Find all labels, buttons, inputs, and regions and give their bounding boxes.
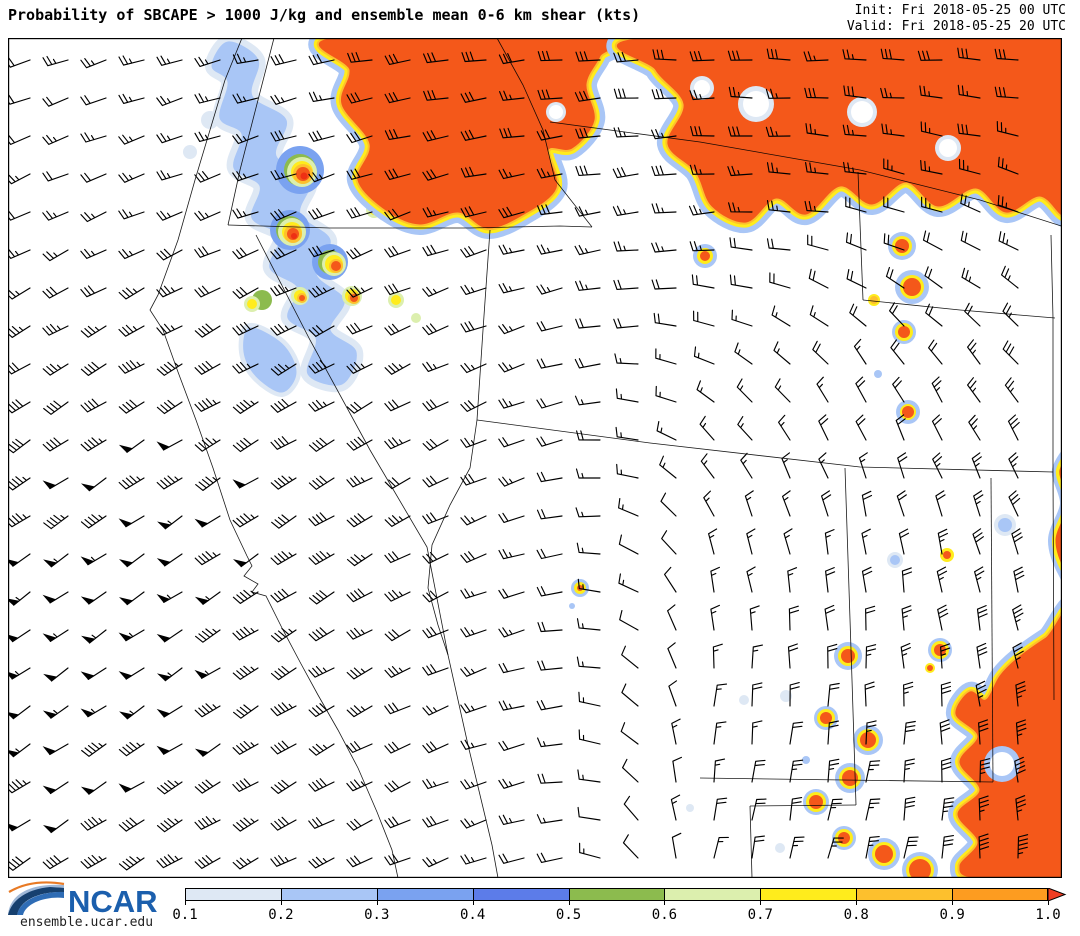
logo-swoosh-fill: [8, 887, 64, 915]
colorbar-tick: [1048, 901, 1049, 905]
colorbar-tick: [856, 901, 858, 905]
colorbar-tick-label: 0.4: [460, 907, 486, 923]
colorbar-segment: [376, 888, 473, 901]
site-url: ensemble.ucar.edu: [20, 915, 154, 930]
ncar-logo: NCAR: [8, 881, 158, 919]
page-title: Probability of SBCAPE > 1000 J/kg and en…: [8, 6, 641, 24]
colorbar-overflow-arrow: [1048, 888, 1067, 901]
colorbar-segment: [568, 888, 665, 901]
colorbar-tick-label: 0.2: [268, 907, 294, 923]
init-time-label: Init: Fri 2018-05-25 00 UTC: [854, 3, 1066, 18]
map-canvas: [4, 13, 1080, 908]
colorbar-segment: [952, 888, 1048, 901]
colorbar-tick: [952, 901, 954, 905]
colorbar-segment: [185, 888, 281, 901]
colorbar-tick: [280, 901, 282, 905]
probability-shear-map: [4, 13, 1080, 908]
logo-swoosh-mid: [17, 891, 64, 915]
colorbar-tick-label: 0.9: [939, 907, 965, 923]
colorbar-tick-label: 1.0: [1035, 907, 1061, 923]
colorbar-tick: [664, 901, 666, 905]
colorbar-tick-label: 0.5: [555, 907, 582, 923]
colorbar-tick: [472, 901, 474, 905]
colorbar-segment: [760, 888, 857, 901]
logo-brand-text: NCAR: [68, 884, 158, 919]
colorbar-segment: [856, 888, 953, 901]
logo-orange-arc: [8, 881, 65, 893]
valid-time-label: Valid: Fri 2018-05-25 20 UTC: [846, 19, 1066, 34]
colorbar-segment: [664, 888, 761, 901]
colorbar-segment: [280, 888, 377, 901]
colorbar-tick: [185, 901, 186, 905]
wind-barbs: [4, 47, 1029, 871]
colorbar-tick-label: 0.3: [364, 907, 390, 923]
colorbar-tick-label: 0.1: [172, 907, 198, 923]
colorbar-tick: [568, 901, 570, 905]
colorbar-segment: [472, 888, 569, 901]
map-border: [8, 37, 1063, 878]
colorbar-tick-label: 0.6: [651, 907, 678, 923]
colorbar-tick: [376, 901, 378, 905]
colorbar-tick-label: 0.7: [747, 907, 773, 923]
colorbar-tick-label: 0.8: [843, 907, 869, 923]
probability-contours: [183, 13, 1080, 908]
state-boundaries: [149, 37, 1080, 879]
probability-colorbar: 0.1 0.2 0.3 0.4 0.5 0.6 0.7 0.8 0.9 1.0: [172, 888, 1067, 923]
colorbar-tick: [760, 901, 762, 905]
